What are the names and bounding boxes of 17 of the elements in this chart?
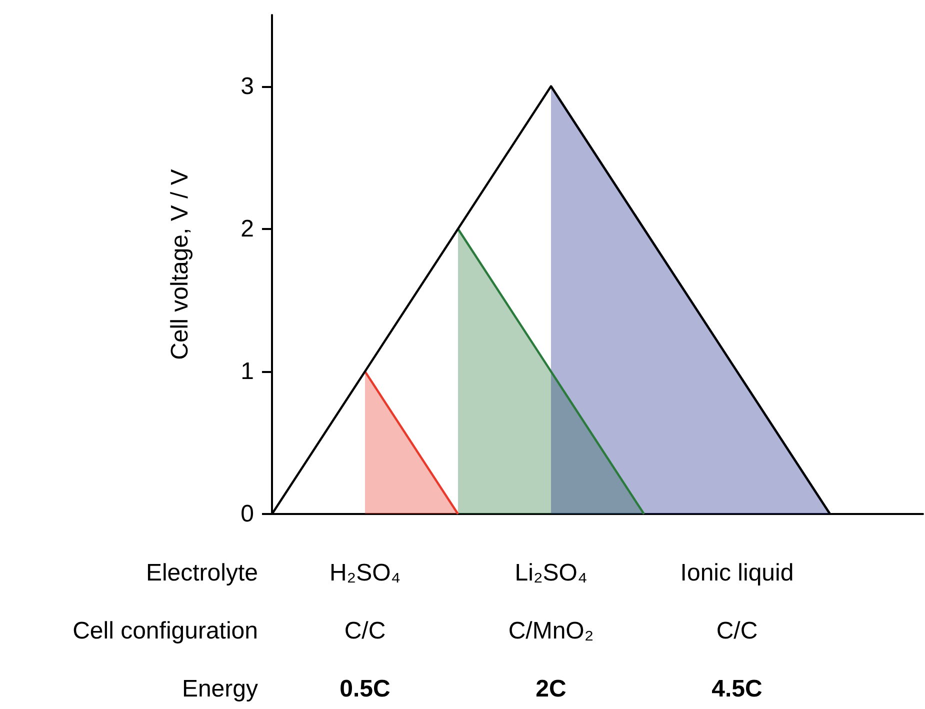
text: Energy [182,676,258,702]
text: Electrolyte [146,560,258,586]
text: C/C [716,618,758,644]
text: H₂SO₄ [329,560,401,586]
text: Ionic liquid [680,560,794,586]
text: 0.5C [340,676,390,702]
y-tick-label: 0 [240,500,254,528]
text: Cell configuration [72,618,258,644]
text: 4.5C [712,676,762,702]
y-tick-label: 2 [240,215,254,242]
y-tick-label: 1 [240,358,254,385]
text: C/C [344,618,386,644]
y-axis-title: Cell voltage, V / V [166,169,194,360]
y-tick-label: 3 [240,72,254,100]
text: C/MnO₂ [508,618,594,644]
text: 2C [536,676,566,702]
text: Li₂SO₄ [514,560,588,586]
